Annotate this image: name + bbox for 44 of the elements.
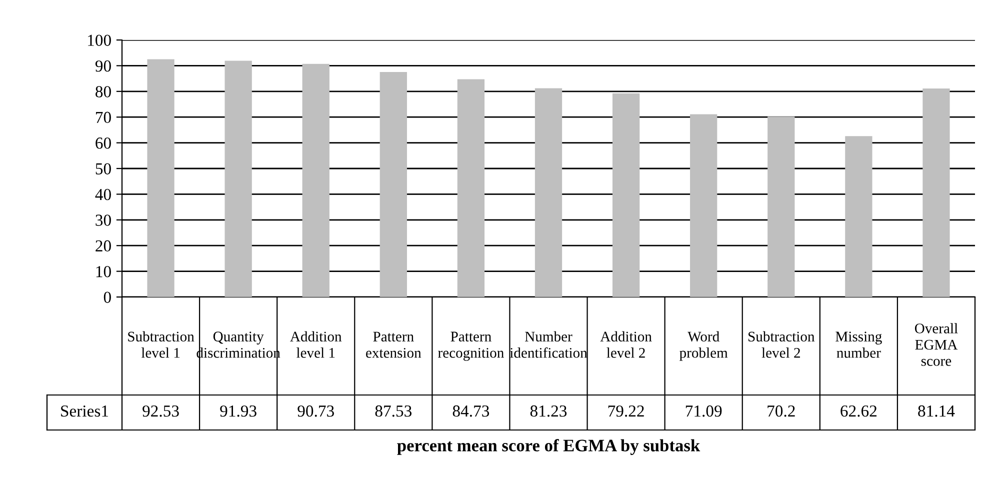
y-tick-label: 100 xyxy=(88,34,111,46)
data-label: 81.14 xyxy=(918,405,955,417)
bar xyxy=(147,59,174,297)
y-tick-label: 60 xyxy=(96,138,111,149)
bar xyxy=(612,93,640,297)
bar xyxy=(224,60,252,297)
data-label: 91.93 xyxy=(220,405,256,417)
data-label: 70.2 xyxy=(768,405,795,417)
data-label: 87.53 xyxy=(375,405,412,417)
x-tick-label: Overall EGMA score xyxy=(914,323,958,366)
bar xyxy=(534,88,562,297)
bar xyxy=(845,136,872,297)
y-tick-label: 0 xyxy=(104,292,111,303)
y-tick-label: 10 xyxy=(96,266,111,278)
y-tick-label: 20 xyxy=(96,240,111,252)
y-tick-label: 50 xyxy=(96,163,111,174)
y-tick-label: 30 xyxy=(96,214,111,226)
y-tick-label: 80 xyxy=(96,86,111,98)
y-tick-label: 90 xyxy=(95,60,111,72)
data-label: 92.53 xyxy=(142,405,179,417)
text: Series1 xyxy=(61,405,108,417)
data-label: 71.09 xyxy=(686,405,722,417)
x-tick-label: Addition level 1 xyxy=(290,331,342,358)
bar xyxy=(302,64,330,297)
data-label: 84.73 xyxy=(452,405,490,417)
x-tick-label: Word problem xyxy=(680,331,728,361)
bar xyxy=(380,72,407,297)
x-tick-label: Addition level 2 xyxy=(600,331,652,358)
text: percent mean score of EGMA by subtask xyxy=(397,439,700,455)
y-tick-label: 40 xyxy=(95,188,111,200)
y-tick-label: 70 xyxy=(96,112,111,124)
data-label: 79.22 xyxy=(608,405,644,417)
x-tick-label: Pattern recognition xyxy=(438,332,504,361)
data-label: 81.23 xyxy=(530,405,567,417)
x-tick-label: Missing number xyxy=(836,332,882,358)
x-tick-label: Subtraction level 2 xyxy=(748,331,815,358)
bar xyxy=(768,116,795,297)
bar xyxy=(457,79,485,297)
x-tick-label: Subtraction level 1 xyxy=(128,331,194,358)
bar xyxy=(690,114,718,297)
x-tick-label: Pattern extension xyxy=(366,332,422,358)
data-label: 90.73 xyxy=(298,405,334,417)
bar xyxy=(922,88,950,297)
data-label: 62.62 xyxy=(840,405,877,417)
